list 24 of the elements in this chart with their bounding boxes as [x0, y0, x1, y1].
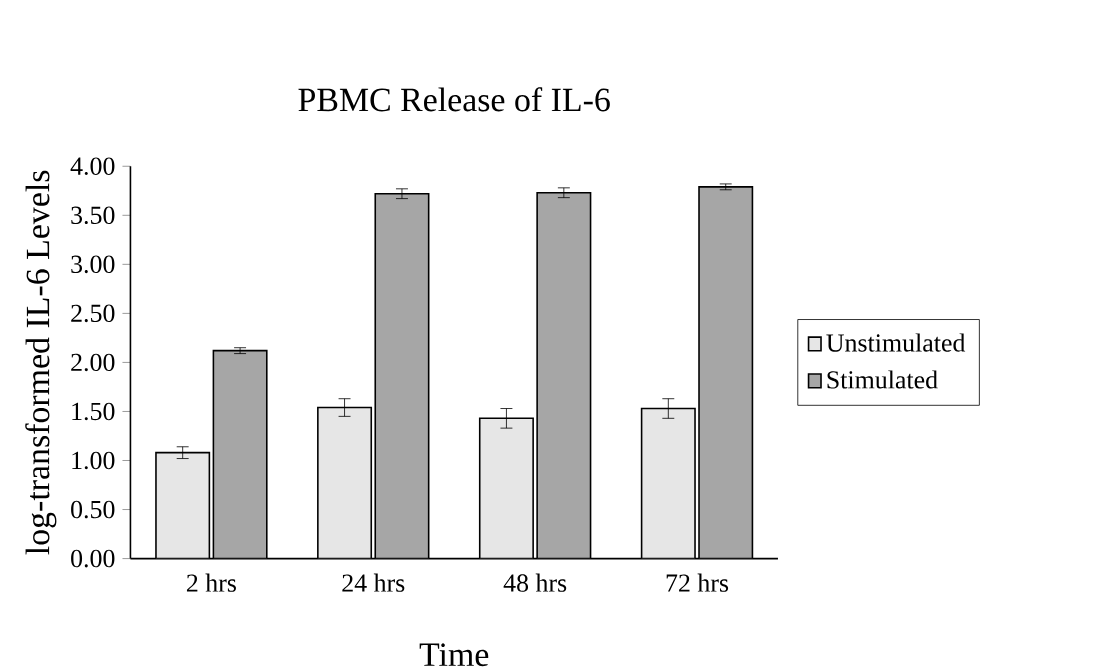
y-tick-label: 0.50 — [71, 500, 115, 519]
bar — [155, 451, 211, 559]
y-tick-label: 4.00 — [70, 157, 115, 176]
y-tick-label: 2.00 — [71, 353, 115, 372]
y-axis-title: log-transformed IL-6 Levels — [25, 170, 57, 555]
bar — [478, 417, 534, 559]
y-tick-label: 3.50 — [71, 206, 115, 225]
y-tick-label: 0.00 — [71, 549, 115, 568]
bar — [698, 186, 754, 559]
legend-label: Stimulated — [827, 370, 938, 389]
chart-title: PBMC Release of IL-6 — [298, 87, 610, 112]
legend-label: Unstimulated — [826, 333, 966, 352]
y-tick-label: 2.50 — [71, 304, 115, 323]
y-tick-label: 1.00 — [72, 451, 115, 470]
y-tick-label: 3.00 — [71, 255, 115, 274]
bar — [536, 191, 592, 559]
bar — [374, 192, 430, 559]
y-tick-label: 1.50 — [72, 402, 115, 421]
x-tick-label: 24 hrs — [342, 573, 405, 592]
x-tick-label: 48 hrs — [503, 573, 567, 592]
x-axis-title: Time — [419, 643, 489, 667]
bar — [212, 349, 268, 559]
x-tick-label: 2 hrs — [186, 573, 236, 592]
x-tick-label: 72 hrs — [666, 573, 729, 592]
